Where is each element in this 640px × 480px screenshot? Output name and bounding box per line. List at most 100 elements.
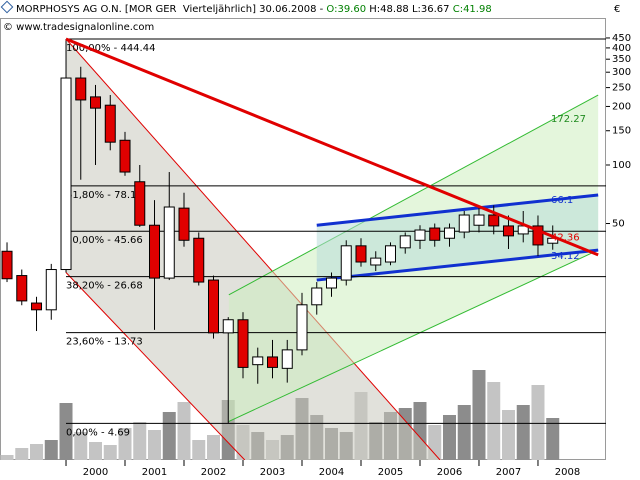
channel-line [65, 272, 246, 460]
plot: 100,00% - 444.44 61,80% - 78.13 50,00% - 4… [0, 37, 606, 460]
volume-bar [472, 370, 486, 460]
candle-body [193, 237, 205, 283]
volume-bar [487, 382, 501, 460]
header-part: MORPHOSYS AG O.N. [MOR GER Vierteljährli… [16, 4, 326, 15]
volume-bar [103, 445, 117, 460]
candle-body [340, 245, 352, 281]
x-tick-label: 2003 [260, 467, 285, 478]
currency: € [614, 4, 620, 15]
candle-body [458, 214, 470, 233]
candle-body [266, 356, 278, 368]
header-part: C:41.98 [453, 4, 492, 15]
volume-bar [118, 428, 132, 460]
candle-body [399, 235, 411, 249]
volume-bar [192, 440, 206, 460]
volume-bar [148, 430, 162, 460]
chart-subtitle: © www.tradesignalonline.com [3, 22, 154, 33]
candle-body [222, 319, 234, 334]
candle-body [325, 277, 337, 289]
trendline [65, 37, 599, 257]
fib-label: 61,80% - 78.13 [66, 190, 143, 201]
volume-bar [442, 415, 456, 460]
line-label: 172.27 [551, 114, 586, 125]
symbol-icon [0, 0, 14, 14]
candle-body [384, 245, 396, 263]
volume-bar [177, 402, 191, 460]
channel-line [228, 249, 599, 422]
candle-body [311, 287, 323, 306]
candle-body [532, 225, 544, 246]
candle-body [178, 207, 190, 241]
candle-body [252, 356, 264, 366]
candle-body [473, 214, 485, 226]
candle-body [443, 227, 455, 239]
candle-body [163, 206, 175, 279]
volume-bar [516, 405, 530, 460]
candle-body [16, 275, 28, 302]
volume-bar [531, 385, 545, 460]
y-tick-label: 400 [612, 43, 631, 54]
line-label: 66.1 [551, 195, 573, 206]
candle-body [208, 279, 220, 334]
candle-body [370, 257, 382, 266]
channel-line [228, 94, 599, 296]
x-tick-label: 2001 [142, 467, 167, 478]
candle-body [149, 224, 161, 279]
y-tick-label: 450 [612, 33, 631, 44]
y-tick-label: 50 [612, 219, 625, 230]
x-tick-label: 2007 [496, 467, 521, 478]
fib-label: 50,00% - 45.66 [66, 235, 143, 246]
x-tick-label: 2000 [83, 467, 108, 478]
x-tick-label: 2002 [201, 467, 226, 478]
channel-line [316, 193, 599, 227]
y-tick-label: 150 [612, 126, 631, 137]
candle-body [429, 227, 441, 241]
chart-title: MORPHOSYS AG O.N. [MOR GER Vierteljährli… [16, 4, 492, 15]
candle-body [104, 104, 116, 143]
header-part: H:48.88 L:36.67 [366, 4, 453, 15]
candle-body [237, 319, 249, 368]
volume-bar [30, 444, 44, 460]
line-label: 34.12 [551, 251, 580, 262]
y-tick-label: 250 [612, 83, 631, 94]
volume-bar [546, 418, 560, 460]
y-tick-label: 200 [612, 101, 631, 112]
volume-bar [133, 422, 147, 460]
candle-body [296, 304, 308, 351]
header-part: O:39.60 [326, 4, 366, 15]
channel-line [65, 38, 441, 460]
volume-bar [207, 435, 221, 460]
channel-line [316, 248, 599, 282]
candle-body [119, 139, 131, 173]
candle-body [60, 77, 72, 271]
candle-body [281, 349, 293, 369]
fib-label: 38,20% - 26.68 [66, 281, 143, 292]
x-tick-label: 2005 [378, 467, 403, 478]
candle-body [90, 96, 102, 109]
volume-bar [74, 432, 88, 460]
candle-body [502, 225, 514, 237]
candle-body [414, 229, 426, 241]
fib-label: 100,00% - 444.44 [66, 43, 155, 54]
candle-body [547, 237, 559, 244]
x-tick-label: 2004 [319, 467, 344, 478]
candle-body [31, 302, 43, 311]
volume-bar [0, 455, 14, 460]
fib-label: 23,60% - 13.73 [66, 337, 143, 348]
candle-body [355, 245, 367, 263]
volume-bar [44, 440, 58, 460]
x-tick-label: 2008 [555, 467, 580, 478]
candle-body [488, 214, 500, 227]
volume-bar [59, 403, 73, 460]
y-tick-label: 350 [612, 54, 631, 65]
volume-bar [457, 405, 471, 460]
volume-bar [162, 412, 176, 460]
y-tick-label: 100 [612, 160, 631, 171]
volume-bar [15, 448, 29, 460]
line-label: 42.36 [551, 233, 580, 244]
candle-body [45, 269, 57, 311]
volume-bar [501, 410, 515, 460]
candle-body [134, 181, 146, 226]
